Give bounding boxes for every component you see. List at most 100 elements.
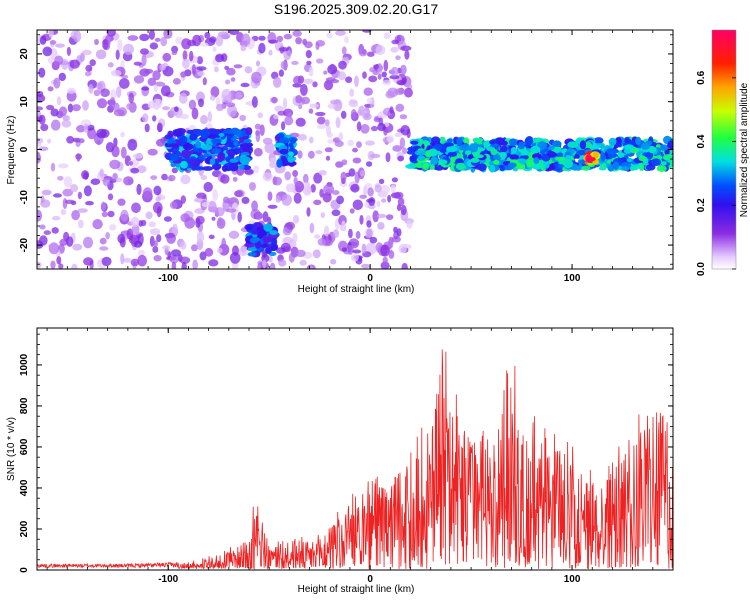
heatmap-cell: [131, 202, 141, 214]
heatmap-cell: [360, 170, 366, 177]
heatmap-cell: [395, 103, 405, 112]
heatmap-cell: [293, 192, 302, 204]
heatmap-cell: [142, 187, 153, 199]
heatmap-cell: [217, 217, 223, 226]
heatmap-cell: [84, 71, 91, 77]
heatmap-cell: [195, 215, 205, 225]
heatmap-cell: [581, 165, 591, 171]
heatmap-cell: [533, 157, 540, 164]
heatmap-cell: [56, 256, 62, 265]
heatmap-cell: [96, 128, 107, 139]
heatmap-cell: [388, 250, 395, 259]
heatmap-cell: [309, 103, 319, 109]
y-tick-label: -20: [19, 237, 30, 252]
heatmap-cell: [273, 114, 279, 120]
heatmap-cell: [489, 139, 496, 145]
heatmap-cell: [510, 147, 518, 154]
heatmap-cell: [240, 82, 250, 88]
heatmap-cell: [240, 44, 247, 52]
heatmap-cell: [171, 261, 177, 269]
heatmap-cell: [253, 147, 263, 157]
heatmap-cell: [204, 247, 214, 257]
heatmap-cell: [197, 71, 205, 77]
heatmap-cell: [80, 119, 92, 127]
heatmap-cell: [50, 119, 61, 131]
heatmap-cell: [363, 87, 373, 96]
heatmap-cell: [332, 190, 340, 196]
heatmap-cell: [196, 56, 203, 65]
heatmap-cell: [156, 234, 162, 243]
heatmap-cell: [394, 88, 405, 95]
heatmap-cell: [553, 147, 560, 154]
heatmap-cell: [62, 114, 71, 122]
heatmap-cell: [198, 155, 205, 160]
heatmap-cell: [244, 168, 254, 175]
heatmap-cell: [120, 131, 125, 138]
heatmap-cell: [396, 228, 402, 237]
heatmap-cell: [267, 204, 278, 209]
heatmap-cell: [326, 32, 333, 39]
heatmap-cell: [622, 166, 629, 171]
heatmap-cell: [133, 75, 145, 84]
heatmap-cell: [226, 208, 237, 213]
heatmap-cell: [58, 263, 64, 269]
snr-series-line: [37, 349, 673, 570]
heatmap-cell: [303, 78, 314, 84]
heatmap-cell: [126, 103, 132, 110]
heatmap-cell: [377, 222, 385, 230]
heatmap-cell: [314, 234, 320, 239]
heatmap-cell: [315, 111, 326, 117]
heatmap-cell: [99, 168, 104, 178]
heatmap-cell: [290, 138, 296, 144]
heatmap-cell: [300, 83, 308, 96]
heatmap-cell: [492, 154, 502, 160]
heatmap-cell: [391, 39, 400, 45]
heatmap-cell: [196, 66, 207, 71]
heatmap-cell: [60, 209, 67, 216]
heatmap-cell: [377, 123, 386, 132]
heatmap-cell: [141, 86, 150, 91]
heatmap-cell: [51, 227, 59, 234]
heatmap-cell: [352, 249, 362, 254]
heatmap-cell: [107, 62, 114, 68]
heatmap-cell: [255, 130, 261, 143]
heatmap-cell: [85, 64, 93, 72]
heatmap-cell: [469, 143, 479, 153]
heatmap-cell: [601, 162, 607, 169]
heatmap-cell: [358, 48, 368, 57]
heatmap-cell: [181, 261, 187, 269]
heatmap-cell: [38, 67, 46, 78]
heatmap-cell: [42, 46, 53, 57]
heatmap-cell: [66, 87, 76, 94]
heatmap-cell: [37, 261, 42, 269]
heatmap-cell: [49, 40, 57, 45]
x-tick-label: 0: [367, 574, 373, 585]
x-tick-label: 100: [564, 574, 581, 585]
heatmap-cell: [592, 151, 599, 159]
heatmap-cell: [216, 103, 224, 111]
heatmap-cell: [341, 159, 348, 166]
heatmap-cell: [557, 152, 564, 157]
heatmap-cell: [154, 81, 166, 87]
heatmap-cell: [330, 258, 337, 265]
heatmap-cell: [543, 159, 550, 169]
heatmap-cell: [170, 162, 177, 168]
heatmap-cell: [366, 97, 373, 104]
heatmap-cell: [256, 60, 260, 67]
heatmap-cell: [389, 106, 394, 114]
heatmap-cell: [278, 259, 287, 267]
heatmap-cell: [547, 151, 557, 158]
heatmap-cell: [552, 140, 562, 147]
heatmap-cell: [226, 67, 236, 76]
heatmap-cell: [375, 44, 386, 56]
heatmap-cell: [276, 35, 284, 43]
heatmap-cell: [330, 99, 341, 105]
heatmap-cell: [70, 184, 78, 193]
heatmap-cell: [320, 212, 326, 219]
heatmap-cell: [274, 105, 284, 113]
heatmap-cell: [207, 111, 212, 123]
heatmap-cell: [325, 155, 331, 161]
heatmap-cell: [101, 256, 112, 267]
